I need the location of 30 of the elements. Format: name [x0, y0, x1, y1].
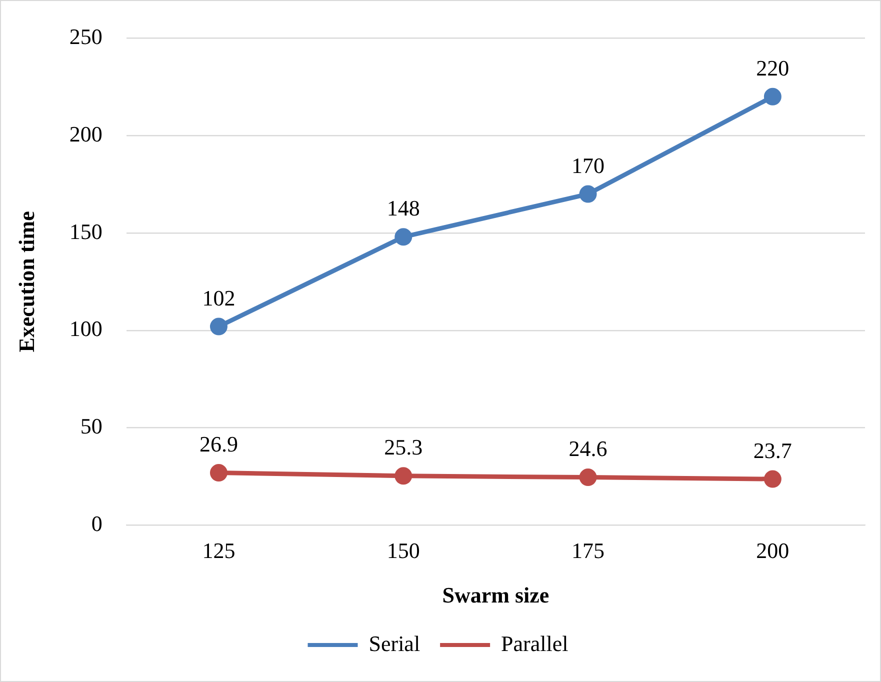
point [764, 88, 782, 106]
data-label: 25.3 [384, 434, 423, 460]
point [579, 468, 597, 486]
point [579, 185, 597, 203]
y-tick-label: 0 [91, 510, 102, 536]
y-tick-label: 50 [80, 414, 102, 439]
y-tick-label: 150 [69, 218, 102, 244]
data-label: 23.7 [753, 438, 792, 463]
data-label: 220 [756, 55, 790, 80]
data-label: 148 [386, 196, 420, 221]
y-axis-title: Execution time [14, 210, 39, 352]
legend-label: Serial [368, 630, 420, 656]
point [394, 467, 412, 485]
data-label: 26.9 [199, 432, 238, 457]
x-tick-label: 125 [202, 538, 236, 564]
x-tick-label: 200 [756, 538, 790, 564]
point [394, 228, 412, 246]
y-tick-label: 100 [69, 316, 102, 342]
y-tick-label: 200 [69, 121, 102, 146]
point [210, 464, 228, 482]
legend-label: Parallel [501, 630, 568, 656]
data-label: 170 [572, 152, 605, 178]
data-label: 24.6 [568, 436, 608, 462]
y-tick-label: 250 [69, 24, 102, 49]
point [210, 318, 228, 336]
x-tick-label: 175 [572, 538, 605, 564]
point [764, 470, 782, 488]
data-label: 102 [202, 285, 236, 310]
x-tick-label: 150 [386, 538, 420, 564]
x-axis-title: Swarm size [442, 582, 550, 608]
